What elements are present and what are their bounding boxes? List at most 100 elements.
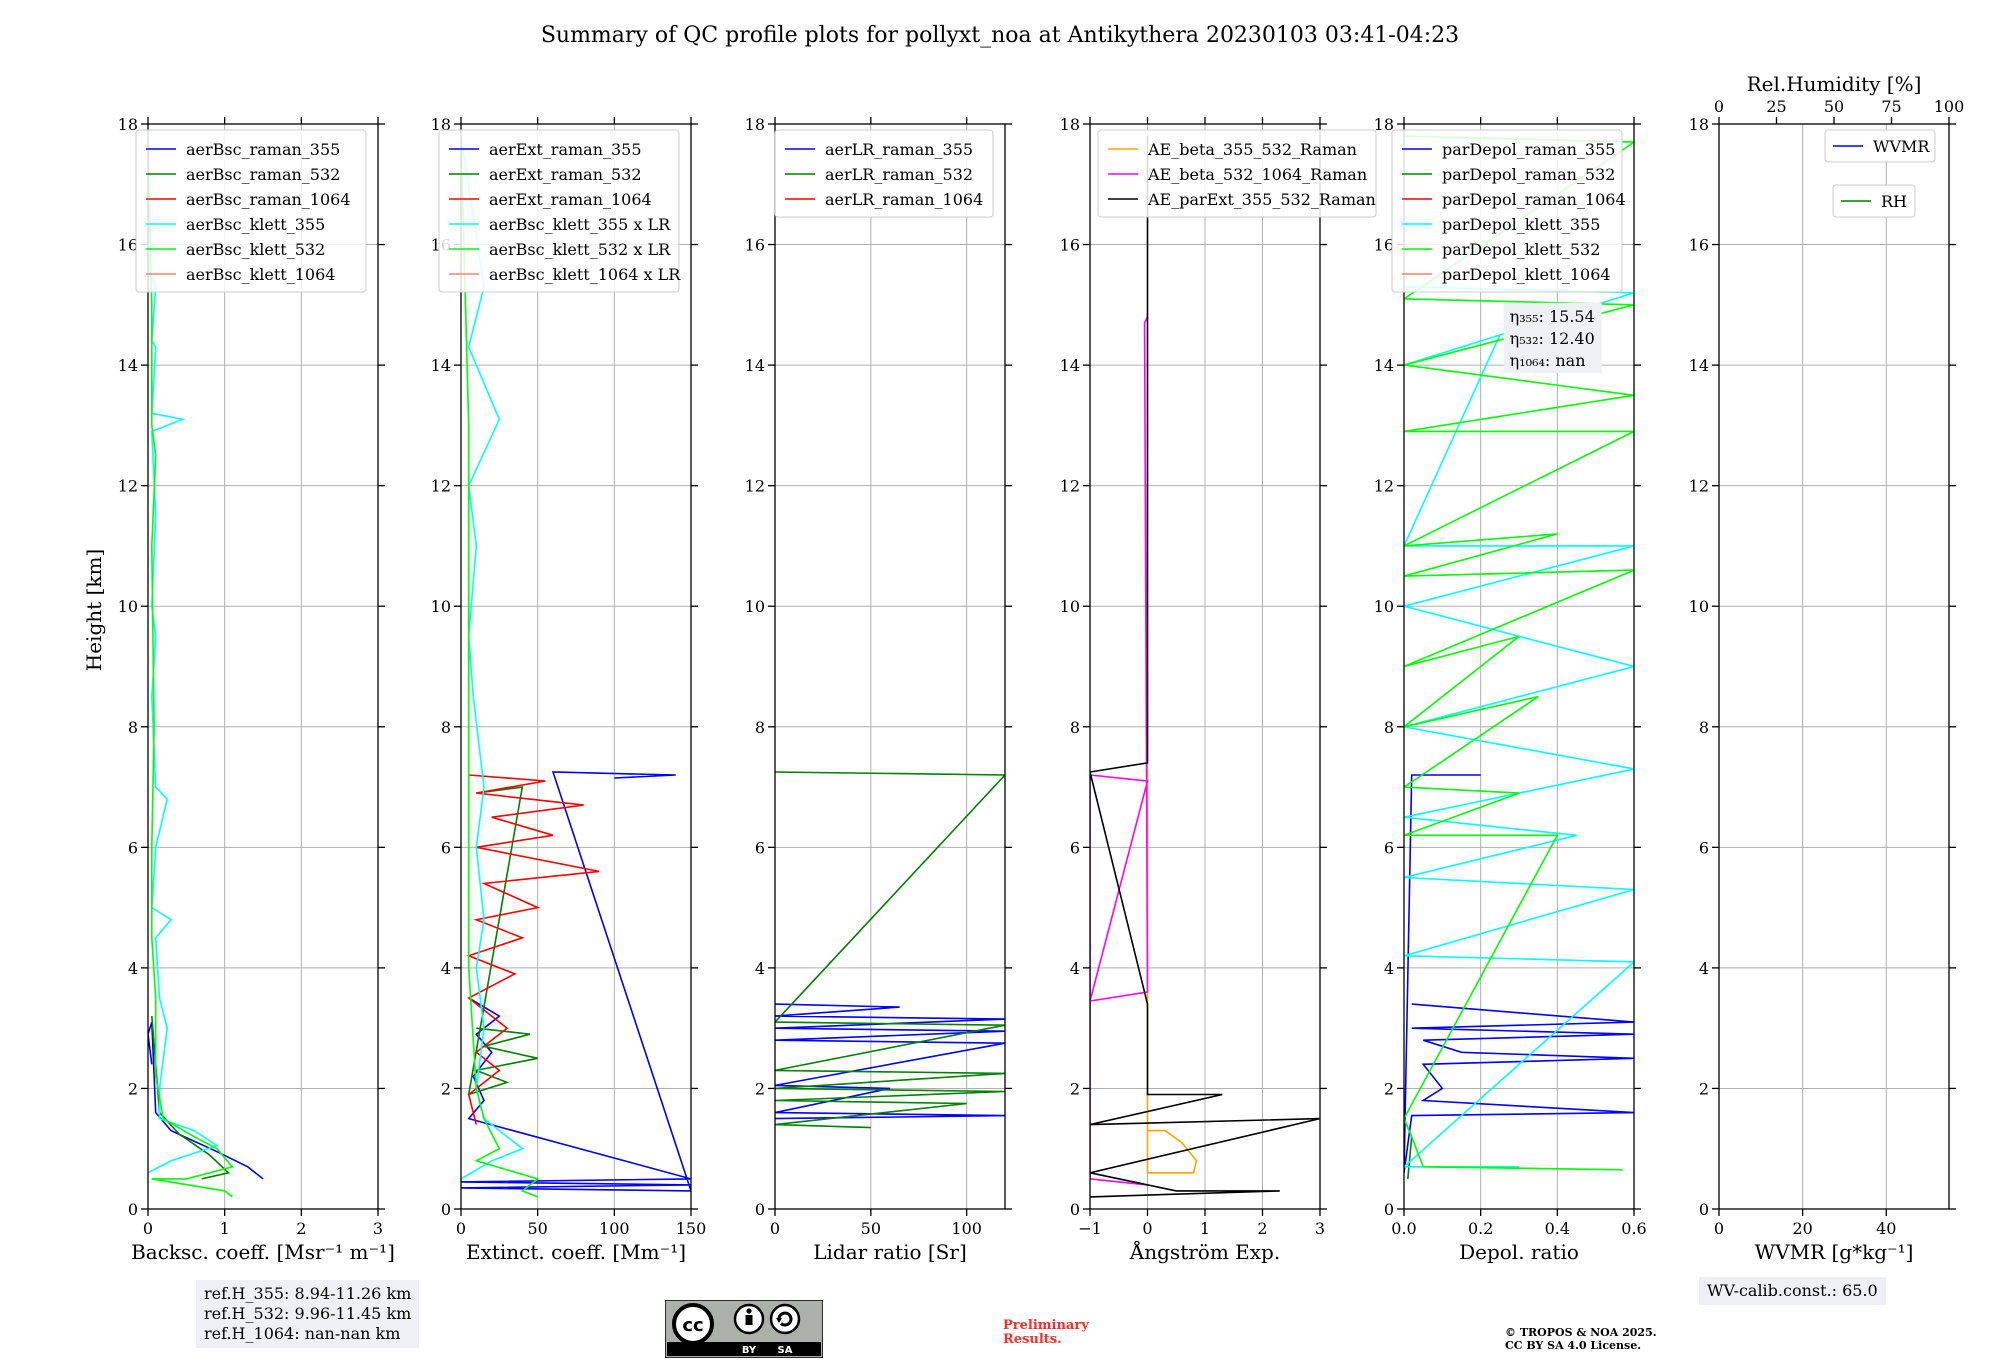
series-line-aerExt_raman_532 (467, 786, 538, 1096)
series-line-parDepol_klett_532 (1404, 135, 1634, 1171)
y-tick-label: 12 (118, 477, 138, 496)
legend-box (135, 129, 367, 293)
legend-label: aerBsc_raman_1064 (186, 190, 351, 209)
y-tick-label: 14 (1060, 356, 1080, 375)
legend-label: aerBsc_klett_355 x LR (489, 215, 671, 234)
preliminary-line-1: Preliminary (1003, 1318, 1089, 1333)
y-tick-label: 14 (745, 356, 765, 375)
x-tick-label: 0.2 (1468, 1219, 1493, 1238)
y-tick-label: 4 (128, 959, 138, 978)
x-tick-label: 50 (527, 1219, 547, 1238)
y-tick-label: 6 (1699, 838, 1709, 857)
secondary-x-axis-label: Rel.Humidity [%] (1747, 72, 1922, 96)
legend-label: aerLR_raman_355 (825, 140, 973, 159)
legend-label: parDepol_raman_355 (1442, 140, 1615, 159)
legend-label: parDepol_klett_1064 (1442, 265, 1611, 284)
x-tick-label: 1 (220, 1219, 230, 1238)
x-tick-label: 20 (1792, 1219, 1812, 1238)
cc-logo-text: cc (682, 1315, 703, 1336)
secondary-x-tick-label: 0 (1714, 97, 1724, 116)
eta-annotation-2: η₁₀₆₄: nan (1510, 351, 1586, 370)
x-axis-label: Backsc. coeff. [Msr⁻¹ m⁻¹] (131, 1240, 395, 1264)
y-tick-label: 8 (1699, 718, 1709, 737)
legend-label: aerBsc_raman_355 (186, 140, 340, 159)
legend-label: AE_beta_355_532_Raman (1147, 140, 1357, 159)
wv-calibration-text: WV-calib.const.: 65.0 (1707, 1281, 1878, 1300)
secondary-x-tick-label: 100 (1934, 97, 1965, 116)
y-tick-label: 18 (745, 115, 765, 134)
legend-box (1391, 129, 1623, 293)
y-tick-label: 2 (755, 1079, 765, 1098)
y-tick-label: 12 (1374, 477, 1394, 496)
cc-sa-label: SA (778, 1345, 793, 1356)
x-axis-label: WVMR [g*kg⁻¹] (1755, 1240, 1914, 1264)
plot-frame (460, 123, 692, 1210)
y-tick-label: 16 (1374, 236, 1394, 255)
y-tick-label: 16 (1689, 236, 1709, 255)
x-tick-label: 0 (1142, 1219, 1152, 1238)
y-tick-label: 2 (1070, 1079, 1080, 1098)
legend-label: parDepol_raman_532 (1442, 165, 1615, 184)
y-tick-label: 0 (441, 1200, 451, 1219)
series-line-aerBsc_klett_355 x LR (461, 135, 524, 1180)
x-tick-label: 0 (770, 1219, 780, 1238)
y-tick-label: 2 (441, 1079, 451, 1098)
reference-height-box: ref.H_355: 8.94-11.26 km ref.H_532: 9.96… (196, 1280, 420, 1348)
y-tick-label: 10 (1060, 597, 1080, 616)
y-tick-label: 4 (1699, 959, 1709, 978)
y-tick-label: 4 (441, 959, 451, 978)
y-tick-label: 0 (1699, 1200, 1709, 1219)
series-group (148, 136, 264, 1198)
x-tick-label: 0.4 (1545, 1219, 1570, 1238)
secondary-x-tick-label: 50 (1824, 97, 1844, 116)
x-tick-label: 50 (861, 1219, 881, 1238)
series-line-aerBsc_klett_532 x LR (461, 136, 540, 1198)
y-tick-label: 14 (1689, 356, 1709, 375)
series-line-AE_beta_532_1064_Raman (1090, 316, 1149, 1186)
y-tick-label: 8 (441, 718, 451, 737)
x-tick-label: 1 (1200, 1219, 1210, 1238)
legend-label: aerExt_raman_1064 (489, 190, 652, 209)
legend-box (1832, 184, 1916, 218)
legend-box (774, 129, 994, 218)
ref-height-1064: ref.H_1064: nan-nan km (204, 1324, 401, 1343)
series-line-parDepol_klett_355 (1404, 285, 1634, 1168)
legend-label: parDepol_klett_532 (1442, 240, 1600, 259)
y-tick-label: 10 (431, 597, 451, 616)
x-tick-label: 2 (1257, 1219, 1267, 1238)
y-tick-label: 18 (1060, 115, 1080, 134)
y-tick-label: 10 (118, 597, 138, 616)
series-group (461, 135, 691, 1198)
x-tick-label: 3 (1315, 1219, 1325, 1238)
series-line-aerExt_raman_1064 (466, 774, 600, 1125)
series-group (775, 771, 1005, 1129)
x-tick-label: −1 (1078, 1219, 1102, 1238)
copyright-note: © TROPOS & NOA 2025. CC BY SA 4.0 Licens… (1505, 1326, 1657, 1352)
y-tick-label: 8 (1070, 718, 1080, 737)
x-tick-label: 0 (143, 1219, 153, 1238)
legend-label: aerBsc_klett_532 (186, 240, 325, 259)
x-tick-label: 0 (1714, 1219, 1724, 1238)
legend-label: parDepol_klett_355 (1442, 215, 1600, 234)
legend-label: aerLR_raman_532 (825, 165, 973, 184)
eta-annotation-0: η₃₅₅: 15.54 (1510, 307, 1595, 326)
copyright-line-1: © TROPOS & NOA 2025. (1505, 1326, 1657, 1339)
legend-label: aerBsc_klett_355 (186, 215, 325, 234)
y-tick-label: 8 (1384, 718, 1394, 737)
y-tick-label: 12 (745, 477, 765, 496)
y-tick-label: 4 (1070, 959, 1080, 978)
copyright-line-2: CC BY SA 4.0 License. (1505, 1339, 1642, 1352)
legend-label: aerExt_raman_532 (489, 165, 642, 184)
cc-by-sa-badge-icon: cc BY SA (665, 1300, 823, 1358)
eta-annotation-box (1503, 302, 1602, 373)
panel-lidar_ratio: 0 50 100 0 2 4 6 8 10 12 14 16 18 Lidar ratio [Sr] aer… (745, 115, 1012, 1264)
y-tick-label: 6 (1070, 838, 1080, 857)
series-line-aerBsc_klett_532 (148, 136, 234, 1198)
y-tick-label: 0 (1384, 1200, 1394, 1219)
x-axis-label: Lidar ratio [Sr] (813, 1240, 967, 1264)
series-group (1090, 136, 1320, 1198)
legend-label: aerBsc_raman_532 (186, 165, 340, 184)
